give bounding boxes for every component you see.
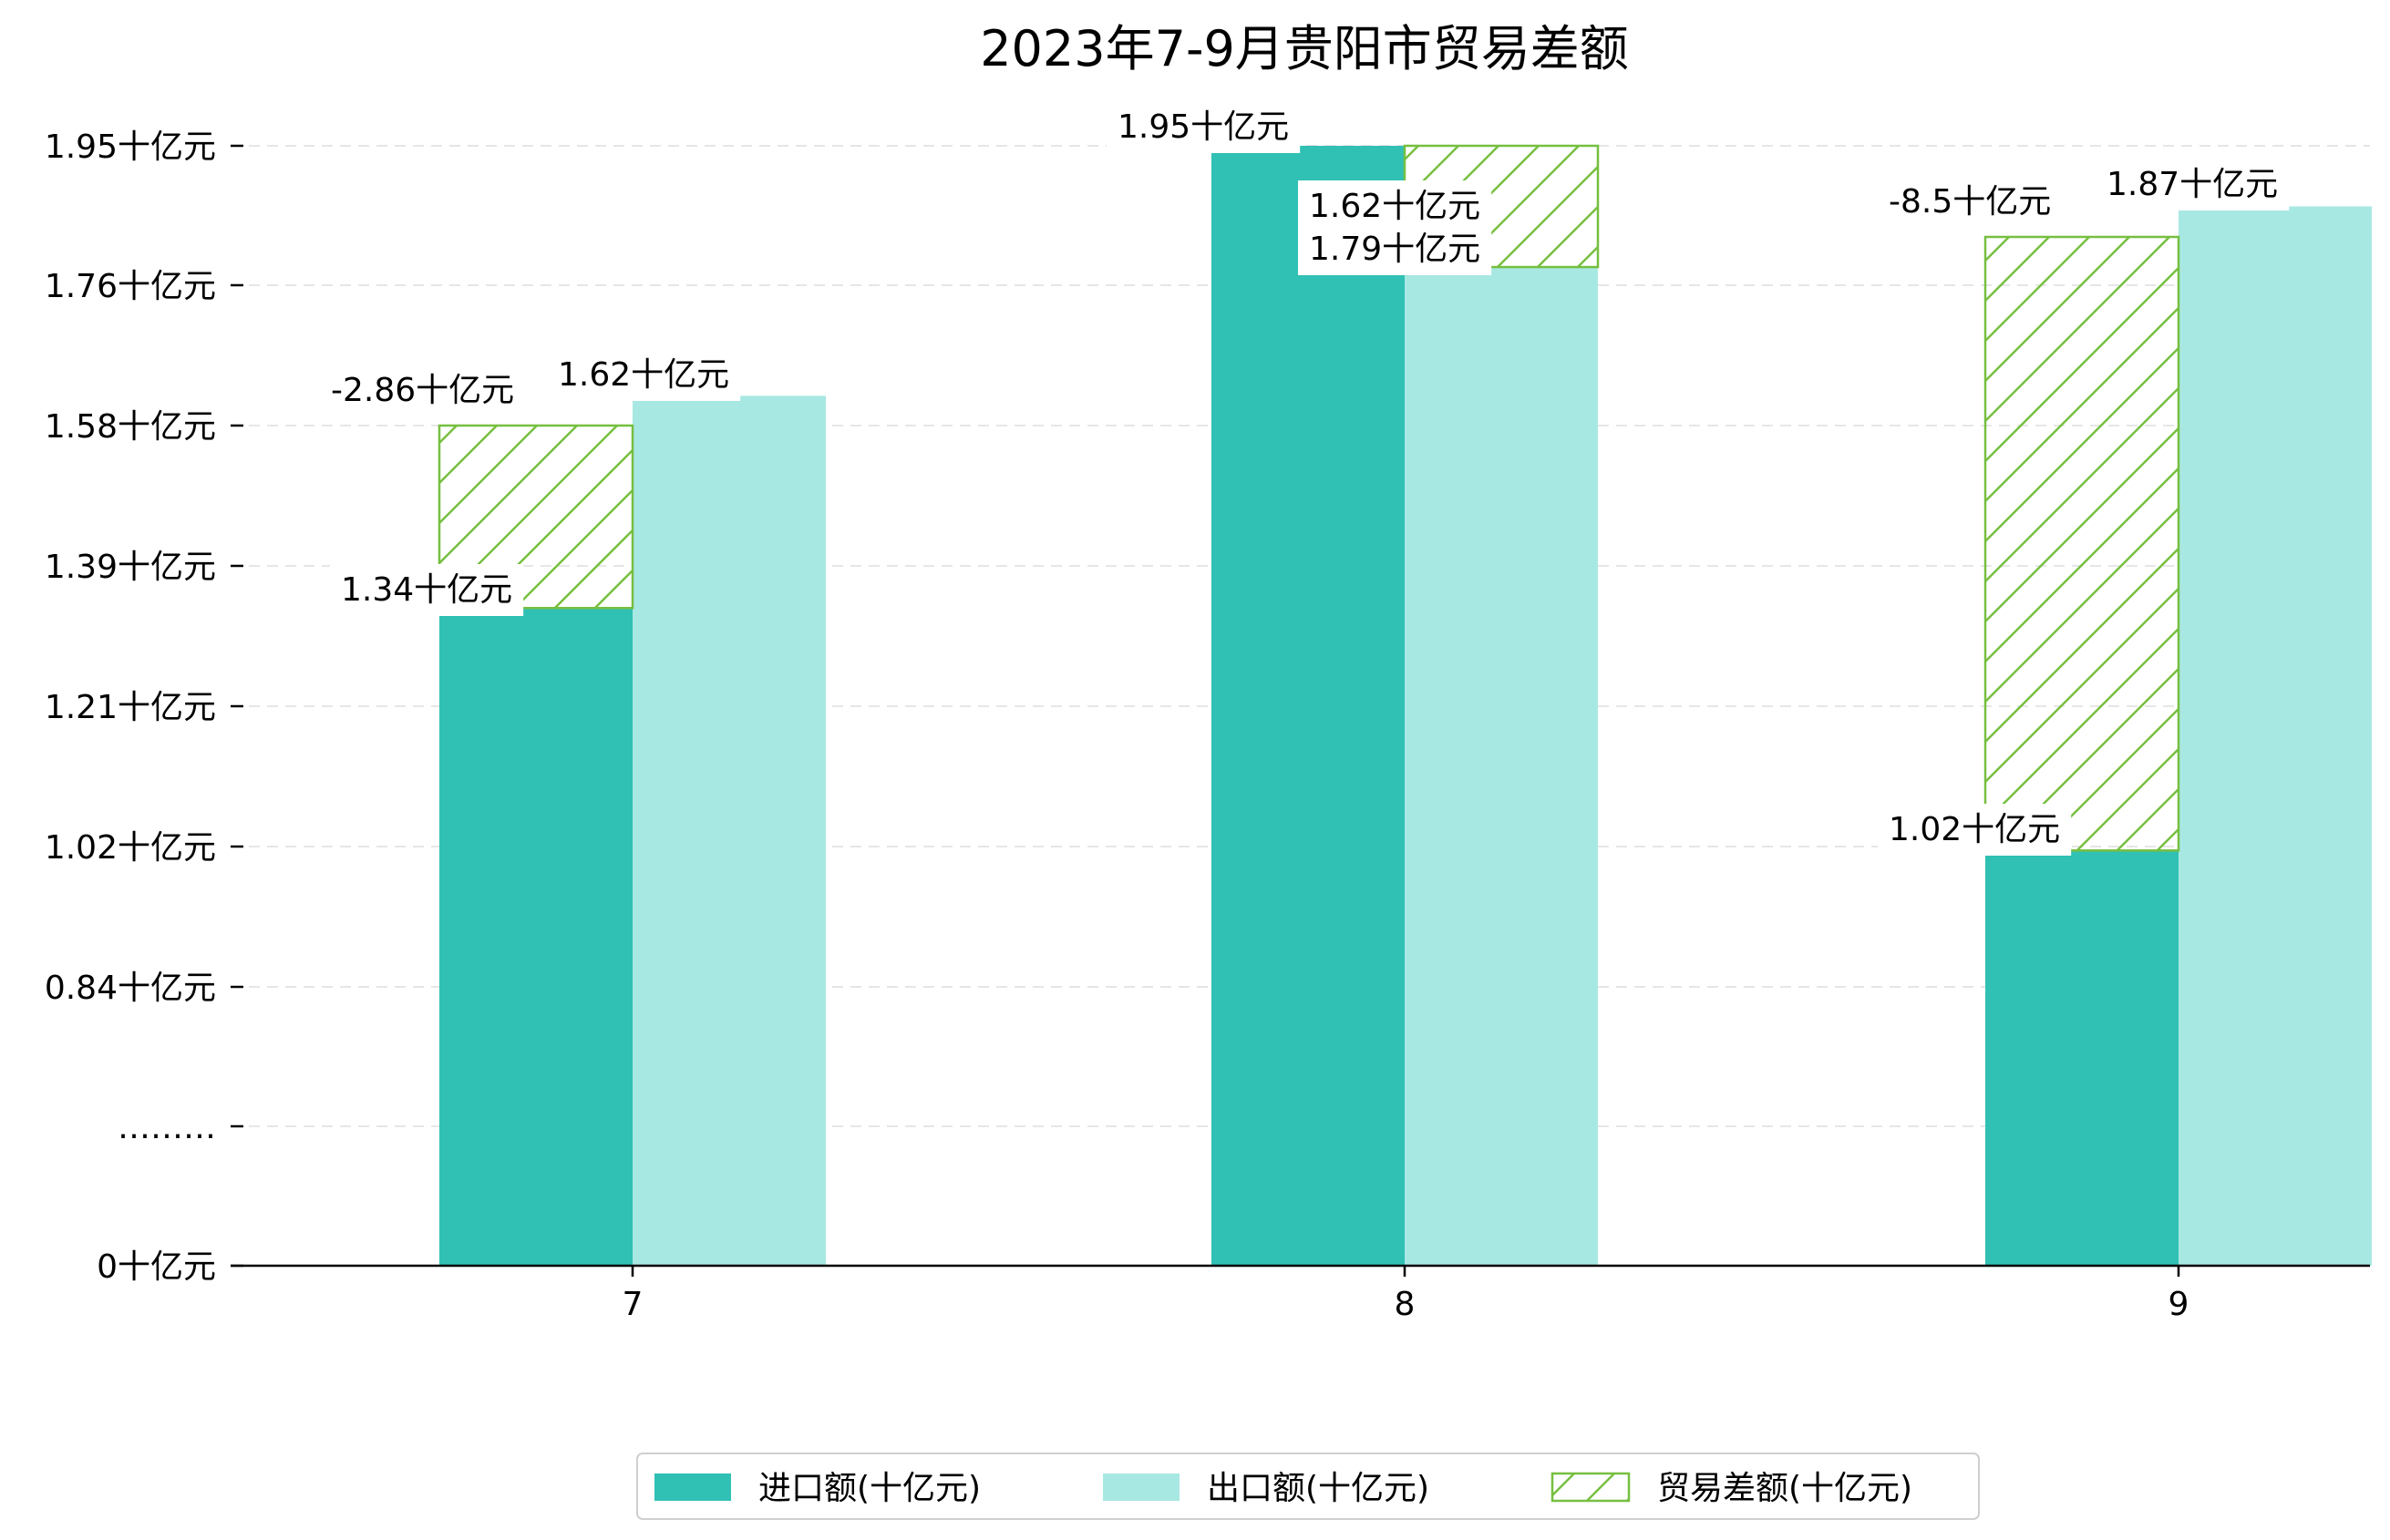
legend-label-export: 出口额(十亿元) (1207, 1470, 1429, 1507)
bars (438, 144, 2372, 1267)
bar-export (1405, 267, 1598, 1266)
y-tick-label: 1.95十亿元 (45, 128, 216, 166)
svg-text:1.62十亿元: 1.62十亿元 (1309, 188, 1480, 225)
bar-export (2179, 206, 2372, 1267)
x-axis: 7 8 9 (623, 1266, 2189, 1323)
x-tick-label: 8 (1395, 1286, 1416, 1323)
y-tick-label: 0.84十亿元 (45, 970, 216, 1007)
y-tick-label: 1.58十亿元 (45, 408, 216, 446)
data-label: -2.86十亿元 (320, 364, 526, 416)
svg-text:-2.86十亿元: -2.86十亿元 (331, 372, 514, 409)
bar-import (439, 608, 633, 1266)
x-tick-label: 9 (2169, 1286, 2189, 1323)
x-tick-label: 7 (623, 1286, 644, 1323)
data-label: 1.02十亿元 (1878, 804, 2072, 856)
y-tick-label: ……… (118, 1109, 216, 1146)
y-tick-label: 1.76十亿元 (45, 268, 216, 305)
y-tick-label: 1.21十亿元 (45, 689, 216, 726)
legend-swatch-balance (1550, 1472, 1631, 1503)
chart-title: 2023年7-9月贵阳市贸易差额 (980, 20, 1629, 77)
data-label: -8.5十亿元 (1878, 176, 2063, 228)
legend-frame (636, 1453, 1980, 1520)
data-label: 1.34十亿元 (330, 564, 524, 616)
svg-text:1.02十亿元: 1.02十亿元 (1889, 811, 2060, 848)
legend: 进口额(十亿元) 出口额(十亿元) 贸易差额(十亿元) (636, 1453, 1980, 1520)
svg-text:-8.5十亿元: -8.5十亿元 (1889, 183, 2051, 221)
bar-import (1211, 146, 1405, 1266)
data-label: 1.62十亿元 (547, 349, 741, 401)
legend-label-import: 进口额(十亿元) (758, 1470, 981, 1507)
legend-label-balance: 贸易差额(十亿元) (1657, 1470, 1912, 1507)
y-tick-label: 1.39十亿元 (45, 549, 216, 586)
bar-import (1985, 850, 2179, 1266)
data-label: 1.87十亿元 (2096, 159, 2290, 210)
data-label: 1.95十亿元 (1107, 101, 1301, 153)
legend-swatch-export (1103, 1473, 1180, 1501)
data-labels: 1.34十亿元 1.62十亿元 -2.86十亿元 1.95十亿元 1.79十亿元 1.62… (320, 101, 2290, 856)
svg-text:1.95十亿元: 1.95十亿元 (1118, 108, 1289, 146)
bar-balance (1983, 235, 2180, 852)
svg-text:1.87十亿元: 1.87十亿元 (2107, 166, 2278, 203)
bar-export (633, 395, 826, 1266)
svg-text:1.34十亿元: 1.34十亿元 (341, 571, 512, 609)
y-axis: 0十亿元 ……… 0.84十亿元 1.02十亿元 1.21十亿元 1.39十亿元 1.58十… (45, 128, 243, 1286)
svg-text:1.62十亿元: 1.62十亿元 (558, 356, 729, 394)
legend-swatch-import (654, 1473, 731, 1501)
y-tick-label: 0十亿元 (97, 1248, 216, 1286)
data-label: 1.62十亿元 (1298, 180, 1492, 232)
svg-text:1.79十亿元: 1.79十亿元 (1309, 231, 1480, 268)
y-tick-label: 1.02十亿元 (45, 829, 216, 867)
